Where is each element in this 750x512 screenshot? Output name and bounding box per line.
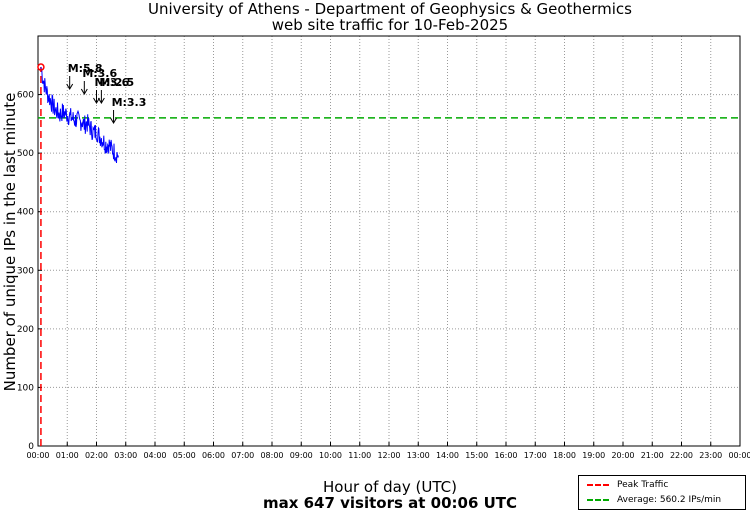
y-axis: 0 100 200 300 400 500 600 (17, 91, 42, 452)
x-tick-label: 08:00 (260, 451, 283, 460)
arrow-head-icon (80, 88, 88, 95)
x-tick-label: 16:00 (494, 451, 517, 460)
x-tick-label: 17:00 (524, 451, 547, 460)
annotations: M:5.8M:3.6M:3.6M:2.5 M:3.3 (66, 62, 147, 124)
grid-lines (38, 36, 740, 446)
x-tick-label: 03:00 (114, 451, 137, 460)
annotation-label: M:2.5 (99, 76, 134, 89)
legend-label-average: Average: 560.2 IPs/min (617, 495, 722, 505)
x-tick-label: 10:00 (319, 451, 342, 460)
y-tick-label: 400 (17, 208, 34, 218)
x-tick-label: 19:00 (582, 451, 605, 460)
y-tick-label: 500 (17, 149, 34, 159)
x-tick-label: 15:00 (465, 451, 488, 460)
x-tick-label: 22:00 (670, 451, 693, 460)
x-tick-label: 12:00 (377, 451, 400, 460)
chart-title: University of Athens - Department of Geo… (148, 0, 632, 18)
y-tick-label: 600 (17, 91, 34, 101)
x-tick-label: 00:00 (26, 451, 49, 460)
x-tick-label: 09:00 (290, 451, 313, 460)
summary-text: max 647 visitors at 00:06 UTC (262, 494, 518, 512)
annotation-label: M:3.6 (82, 67, 117, 80)
x-tick-label: 18:00 (553, 451, 576, 460)
y-tick-label: 100 (17, 383, 34, 393)
x-tick-label: 00:00 (728, 451, 750, 460)
legend-swatch-peak (587, 484, 609, 486)
arrow-head-icon (97, 97, 105, 104)
x-tick-label: 01:00 (56, 451, 79, 460)
peak-marker (37, 63, 45, 71)
traffic-line (40, 66, 119, 164)
annotation-label: M:3.6 (95, 76, 130, 89)
annotation-label: M:5.8 (68, 62, 103, 75)
x-axis-label: Hour of day (UTC) (323, 478, 457, 496)
x-tick-label: 23:00 (699, 451, 722, 460)
legend-item-peak: Peak Traffic (579, 478, 668, 492)
x-tick-label: 06:00 (202, 451, 225, 460)
legend-swatch-average (587, 499, 609, 501)
legend-label-peak: Peak Traffic (617, 480, 669, 490)
x-tick-label: 05:00 (173, 451, 196, 460)
arrow-head-icon (93, 97, 100, 104)
x-tick-label: 14:00 (436, 451, 459, 460)
y-tick-label: 200 (17, 325, 34, 335)
arrow-head-icon (66, 83, 74, 90)
y-tick-label: 0 (28, 442, 34, 452)
y-axis-label: Number of unique IPs in the last minute (1, 93, 19, 392)
x-tick-label: 20:00 (611, 451, 634, 460)
legend-item-average: Average: 560.2 IPs/min (579, 493, 721, 507)
x-axis: 00:00 01:00 02:00 03:00 04:00 05:00 06:00 07:00… (26, 442, 750, 460)
x-tick-label: 02:00 (85, 451, 108, 460)
annotation-label: M:3.3 (112, 96, 147, 109)
arrow-head-icon (110, 117, 117, 124)
chart-subtitle: web site traffic for 10-Feb-2025 (271, 16, 509, 34)
x-tick-label: 21:00 (641, 451, 664, 460)
x-tick-label: 04:00 (143, 451, 166, 460)
x-tick-label: 13:00 (407, 451, 430, 460)
x-tick-label: 11:00 (348, 451, 371, 460)
legend: Peak Traffic Average: 560.2 IPs/min (578, 475, 746, 510)
y-tick-label: 300 (17, 266, 34, 276)
x-tick-label: 07:00 (231, 451, 254, 460)
